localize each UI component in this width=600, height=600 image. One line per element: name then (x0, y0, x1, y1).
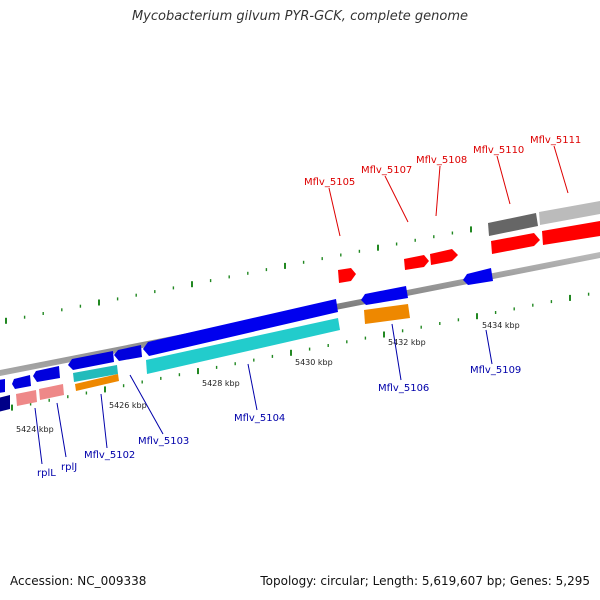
gene-arrow (430, 249, 458, 265)
gene-arrow (361, 286, 408, 305)
gene-arrow (0, 379, 5, 393)
gene-feature (488, 213, 538, 236)
rna-features (16, 304, 410, 406)
gene-label-mflv-5111: Mflv_5111 (530, 135, 581, 146)
gene-arrow (143, 299, 338, 356)
leader-line (247, 363, 258, 411)
scale-label: 5424 kbp (16, 425, 54, 434)
gene-label-mflv-5108: Mflv_5108 (416, 155, 467, 166)
leader-line (56, 402, 67, 458)
gene-feature (539, 201, 600, 225)
scale-labels: 5424 kbp 5426 kbp 5428 kbp 5430 kbp 5432… (16, 321, 520, 434)
accession-label: Accession: NC_009338 (10, 574, 147, 588)
gene-label-rpll: rplL (37, 468, 56, 479)
leader-line (384, 175, 409, 223)
gene-label-mflv-5103: Mflv_5103 (138, 436, 189, 447)
rna-feature (73, 365, 118, 382)
reverse-gene-labels: rplL rplJ Mflv_5102 Mflv_5103 Mflv_5104 … (34, 323, 521, 479)
gene-label-mflv-5104: Mflv_5104 (234, 413, 285, 424)
gene-arrow (12, 375, 31, 389)
scale-label: 5434 kbp (482, 321, 520, 330)
gene-label-mflv-5110: Mflv_5110 (473, 145, 524, 156)
rna-feature (75, 374, 119, 391)
gene-label-mflv-5106: Mflv_5106 (378, 383, 429, 394)
gene-label-rplj: rplJ (61, 462, 77, 473)
gene-arrow (404, 255, 429, 270)
forward-gene-labels: Mflv_5105 Mflv_5107 Mflv_5108 Mflv_5110 … (304, 135, 581, 237)
gene-label-mflv-5109: Mflv_5109 (470, 365, 521, 376)
tick-rows (5, 205, 590, 411)
leader-line (435, 165, 441, 217)
forward-strand-features (338, 201, 600, 283)
gene-arrow (33, 366, 60, 382)
map-title: Mycobacterium gilvum PYR-GCK, complete g… (131, 9, 469, 24)
gene-arrow (542, 221, 600, 245)
gene-label-mflv-5105: Mflv_5105 (304, 177, 355, 188)
reverse-strand-features (0, 268, 493, 412)
gene-label-mflv-5107: Mflv_5107 (361, 165, 412, 176)
leader-line (328, 187, 341, 237)
rna-feature (39, 384, 64, 400)
gene-arrow (114, 345, 142, 361)
gene-arrow (463, 268, 493, 285)
scale-label: 5426 kbp (109, 401, 147, 410)
gene-arrow (0, 395, 10, 412)
leader-line (34, 407, 43, 465)
leader-line (100, 393, 108, 449)
rna-feature (16, 390, 37, 406)
rna-feature (364, 304, 410, 324)
gene-arrow (68, 351, 114, 370)
scale-label: 5432 kbp (388, 338, 426, 347)
scale-label: 5428 kbp (202, 379, 240, 388)
gene-label-mflv-5102: Mflv_5102 (84, 450, 135, 461)
gene-arrow (338, 268, 356, 283)
leader-line (391, 323, 402, 381)
leader-line (496, 155, 511, 205)
topology-label: Topology: circular; Length: 5,619,607 bp… (260, 574, 590, 588)
rna-feature (146, 318, 340, 374)
gene-arrow (491, 233, 540, 254)
scale-label: 5430 kbp (295, 358, 333, 367)
leader-line (129, 374, 164, 435)
leader-line (485, 329, 493, 365)
leader-line (553, 145, 569, 194)
